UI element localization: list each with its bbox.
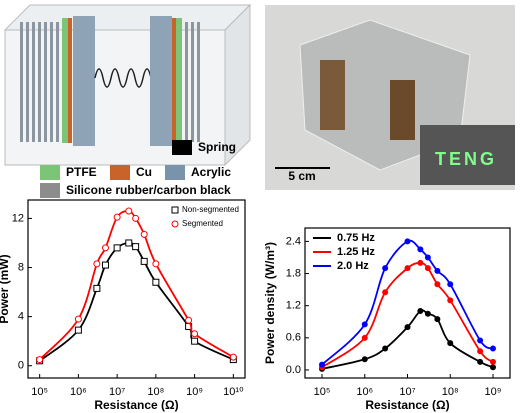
series-line	[321, 239, 494, 366]
scale-label: 5 cm	[288, 169, 315, 183]
legend-label: 1.25 Hz	[337, 246, 375, 258]
marker	[404, 324, 411, 331]
marker	[191, 337, 199, 345]
marker	[125, 239, 133, 247]
y-tick-label: 0.6	[286, 332, 301, 344]
y-tick-label: 8	[18, 261, 24, 273]
x-tick-label: 10⁸	[442, 386, 459, 398]
marker	[424, 265, 431, 272]
y-axis-label: Power (mW)	[0, 254, 11, 323]
marker	[434, 267, 441, 274]
marker	[113, 213, 121, 221]
x-tick-label: 10⁷	[399, 386, 415, 398]
legend-label: PTFE	[66, 165, 97, 179]
schematic: Spring PTFE Cu Acrylic Silicone rubber/c…	[3, 3, 252, 198]
marker	[125, 207, 133, 215]
x-tick-label: 10⁸	[147, 386, 164, 398]
marker	[36, 356, 44, 364]
marker	[489, 358, 496, 365]
y-tick-label: 4	[18, 311, 24, 323]
y-tick-label: 1.8	[286, 267, 301, 279]
marker	[424, 254, 431, 261]
marker	[93, 284, 101, 292]
marker	[382, 345, 389, 352]
x-tick-label: 10⁶	[356, 386, 373, 398]
y-tick-label: 0	[18, 360, 24, 372]
legend-label: Cu	[136, 165, 152, 179]
y-tick-label: 0.0	[286, 364, 301, 376]
plot-frame	[304, 227, 511, 379]
marker	[382, 289, 389, 296]
marker	[74, 315, 82, 323]
y-axis-label: Power density (W/m³)	[263, 242, 277, 364]
legend-label: Spring	[198, 140, 236, 154]
marker	[191, 330, 199, 338]
marker	[417, 246, 424, 253]
legend-marker	[171, 206, 179, 214]
series-line	[321, 261, 494, 369]
marker	[489, 364, 496, 371]
legend-label: Segmented	[182, 219, 223, 228]
marker	[447, 340, 454, 347]
x-tick-label: 10⁵	[31, 386, 48, 398]
legend-label: Acrylic	[191, 165, 231, 179]
marker	[477, 358, 484, 365]
series-line	[321, 309, 494, 370]
marker	[417, 259, 424, 266]
led-text: TENG	[435, 149, 497, 169]
y-tick-label: 12	[12, 212, 24, 224]
series-line	[39, 210, 234, 361]
marker	[132, 243, 140, 251]
legend-label: Silicone rubber/carbon black	[66, 183, 231, 197]
marker	[101, 261, 109, 269]
y-tick-label: 1.2	[286, 300, 301, 312]
legend-marker	[171, 220, 179, 228]
y-tick-label: 2.4	[286, 235, 301, 247]
marker	[404, 265, 411, 272]
marker	[434, 316, 441, 323]
x-tick-label: 10⁷	[109, 386, 125, 398]
series-line	[39, 242, 234, 362]
marker	[361, 321, 368, 328]
marker	[477, 348, 484, 355]
marker	[113, 244, 121, 252]
legend-label: 2.0 Hz	[337, 260, 369, 272]
marker	[140, 257, 148, 265]
marker	[101, 244, 109, 252]
marker	[74, 326, 82, 334]
marker	[319, 361, 326, 368]
marker	[361, 356, 368, 363]
marker	[132, 214, 140, 222]
marker	[152, 278, 160, 286]
marker	[93, 260, 101, 268]
marker	[229, 353, 237, 361]
x-tick-label: 10⁹	[485, 386, 502, 398]
x-tick-label: 10⁶	[70, 386, 87, 398]
photo: TENG 5 cm	[265, 5, 515, 190]
x-axis-label: Resistance (Ω)	[94, 398, 178, 412]
marker	[382, 265, 389, 272]
marker	[447, 281, 454, 288]
marker	[152, 260, 160, 268]
marker	[404, 238, 411, 245]
marker	[361, 334, 368, 341]
marker	[477, 337, 484, 344]
marker	[140, 230, 148, 238]
legend-label: 0.75 Hz	[337, 232, 375, 244]
x-tick-label: 10⁵	[314, 386, 331, 398]
marker	[417, 308, 424, 315]
plot-frame	[27, 199, 246, 379]
marker	[185, 316, 193, 324]
marker	[434, 281, 441, 288]
x-tick-label: 10¹⁰	[223, 386, 244, 398]
marker	[489, 345, 496, 352]
x-axis-label: Resistance (Ω)	[365, 398, 449, 412]
legend-label: Non-segmented	[182, 205, 239, 214]
x-tick-label: 10⁹	[186, 386, 203, 398]
marker	[447, 297, 454, 304]
marker	[424, 310, 431, 317]
